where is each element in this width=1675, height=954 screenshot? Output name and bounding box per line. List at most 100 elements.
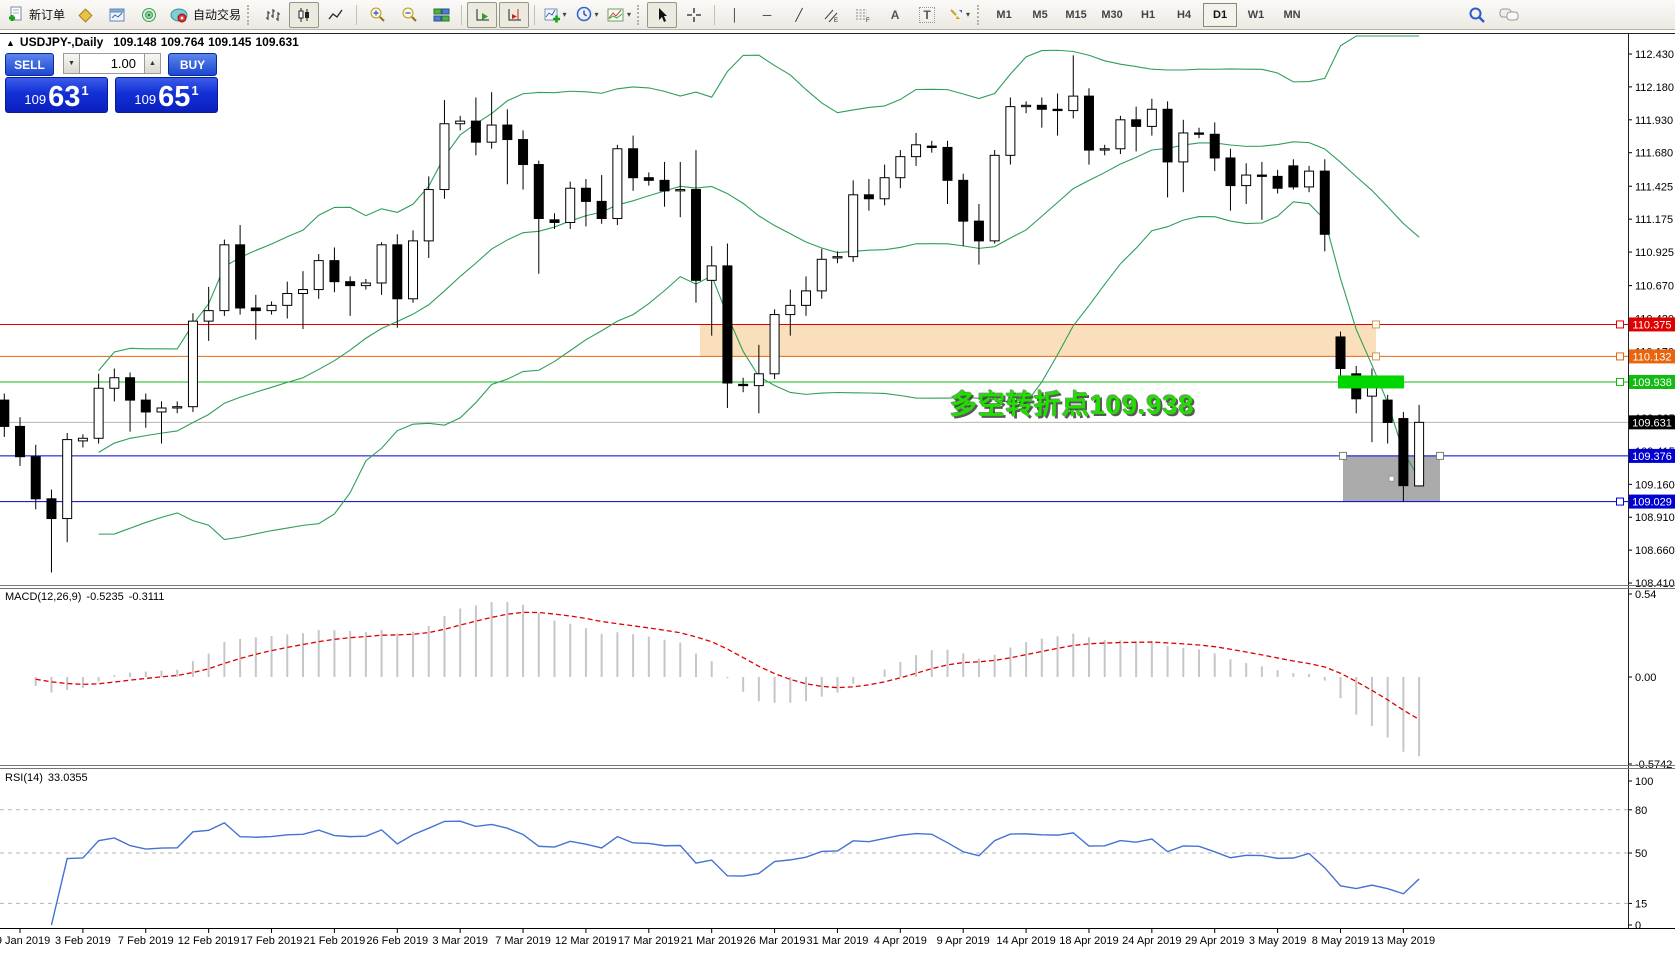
candle-body bbox=[109, 377, 120, 389]
candle-body bbox=[1178, 132, 1189, 163]
rsi-axis-label: 0 bbox=[1635, 920, 1641, 932]
close-value: 109.631 bbox=[255, 35, 299, 49]
macd-axis-label: 0.54 bbox=[1635, 589, 1656, 601]
price-tick-label: 108.410 bbox=[1635, 578, 1675, 590]
profiles-button[interactable] bbox=[70, 2, 100, 28]
selection-handle[interactable] bbox=[1616, 377, 1624, 386]
vertical-line-button[interactable]: │ bbox=[720, 2, 750, 28]
new-order-button[interactable]: 新订单 bbox=[5, 2, 68, 28]
indicators-button[interactable]: ▾ bbox=[540, 2, 570, 28]
selection-handle[interactable] bbox=[1372, 320, 1380, 329]
selection-handle[interactable] bbox=[1339, 451, 1347, 460]
date-tick-label: 26 Mar 2019 bbox=[744, 935, 806, 947]
channel-button[interactable]: E bbox=[816, 2, 846, 28]
selection-handle[interactable] bbox=[1616, 497, 1624, 506]
open-value: 109.148 bbox=[113, 35, 157, 49]
candle-body bbox=[172, 406, 183, 409]
trendline-button[interactable]: ╱ bbox=[784, 2, 814, 28]
text-label-button[interactable]: T bbox=[912, 2, 942, 28]
connection-icon bbox=[141, 8, 156, 22]
candle-body bbox=[470, 120, 481, 143]
candle-body bbox=[392, 244, 403, 300]
date-tick-label: 7 Feb 2019 bbox=[118, 935, 174, 947]
candle-body bbox=[1209, 133, 1220, 159]
sell-button[interactable]: SELL bbox=[5, 53, 54, 76]
zoom-in-button[interactable] bbox=[362, 2, 392, 28]
chart-shift-button[interactable] bbox=[499, 1, 530, 28]
horizontal-line-button[interactable]: ─ bbox=[752, 2, 782, 28]
data-feed-button[interactable] bbox=[134, 2, 164, 28]
timeframe-button-W1[interactable]: W1 bbox=[1247, 8, 1265, 21]
selection-handle[interactable] bbox=[1616, 352, 1624, 361]
periods-button[interactable]: ▾ bbox=[572, 2, 602, 28]
auto-trading-label: 自动交易 bbox=[193, 8, 242, 22]
zoom-out-icon bbox=[402, 7, 417, 22]
tile-windows-button[interactable] bbox=[426, 2, 456, 28]
selection-handle[interactable] bbox=[1436, 451, 1444, 460]
sell-price-tile[interactable]: 109 63 1 bbox=[5, 77, 108, 113]
cursor-button[interactable] bbox=[647, 1, 678, 28]
candle-body bbox=[1068, 95, 1079, 112]
bar-chart-button[interactable] bbox=[257, 2, 287, 28]
zoom-out-button[interactable] bbox=[394, 2, 424, 28]
price-line-label: 110.375 bbox=[1633, 319, 1672, 331]
one-click-collapse-icon[interactable]: ▲ bbox=[6, 38, 15, 48]
buy-button[interactable]: BUY bbox=[168, 53, 217, 76]
spin-up-icon: ▲ bbox=[149, 60, 156, 67]
chart-annotation-text[interactable]: 多空转折点109.938 bbox=[950, 390, 1195, 420]
text-button[interactable]: A bbox=[880, 2, 910, 28]
candle-body bbox=[408, 240, 419, 300]
sell-price-sup: 1 bbox=[81, 83, 89, 98]
candle-body bbox=[1083, 95, 1094, 151]
price-line-label-box bbox=[1629, 349, 1675, 364]
timeframe-button-M15[interactable]: M15 bbox=[1065, 8, 1087, 21]
low-value: 109.145 bbox=[208, 35, 252, 49]
selection-handle[interactable] bbox=[1388, 475, 1395, 482]
search-button[interactable] bbox=[1462, 2, 1492, 28]
volume-decrease-button[interactable]: ▼ bbox=[63, 53, 80, 74]
fibonacci-button[interactable]: F bbox=[848, 2, 878, 28]
resistance-zone-rect[interactable] bbox=[700, 324, 1376, 357]
community-chat-button[interactable] bbox=[1494, 2, 1524, 28]
auto-trading-button[interactable]: 自动交易 bbox=[166, 2, 244, 28]
new-order-icon bbox=[9, 6, 22, 21]
timeframe-button-MN[interactable]: MN bbox=[1283, 8, 1301, 21]
timeframe-button-H1[interactable]: H1 bbox=[1141, 8, 1156, 21]
date-tick-label: 21 Mar 2019 bbox=[681, 935, 743, 947]
chart-window-button[interactable] bbox=[102, 2, 132, 28]
line-chart-button[interactable] bbox=[321, 2, 351, 28]
selection-handle[interactable] bbox=[1616, 320, 1624, 329]
templates-button[interactable]: ▾ bbox=[604, 2, 634, 28]
dropdown-caret-icon: ▾ bbox=[562, 10, 567, 19]
ohlc-values: 109.148 109.764 109.145 109.631 bbox=[113, 35, 303, 49]
timeframe-button-H4[interactable]: H4 bbox=[1177, 8, 1192, 21]
buy-price-big: 65 bbox=[158, 81, 191, 113]
volume-input[interactable] bbox=[80, 53, 144, 74]
date-tick-label: 13 May 2019 bbox=[1372, 935, 1436, 947]
chat-bubbles-icon bbox=[1499, 8, 1519, 21]
selection-handle[interactable] bbox=[1372, 352, 1380, 361]
buy-price-tile[interactable]: 109 65 1 bbox=[115, 77, 218, 113]
candle-body bbox=[690, 189, 701, 281]
macd-label: MACD(12,26,9) -0.5235 -0.3111 bbox=[5, 591, 169, 603]
candlestick-chart-button[interactable] bbox=[289, 1, 320, 28]
date-tick-label: 3 Mar 2019 bbox=[432, 935, 488, 947]
timeframe-button-M5[interactable]: M5 bbox=[1032, 8, 1048, 21]
candle-body bbox=[1398, 418, 1409, 487]
volume-increase-button[interactable]: ▲ bbox=[144, 53, 161, 74]
timeframe-button-M1[interactable]: M1 bbox=[996, 8, 1012, 21]
auto-scroll-button[interactable] bbox=[467, 1, 498, 28]
time-axis: 29 Jan 2019 3 Feb 2019 7 Feb 2019 12 Feb 20… bbox=[0, 928, 1435, 947]
candle-body bbox=[973, 220, 984, 242]
buy-price-sup: 1 bbox=[191, 83, 199, 98]
crosshair-button[interactable] bbox=[679, 2, 709, 28]
timeframe-button-M30[interactable]: M30 bbox=[1101, 8, 1123, 21]
price-line-label: 110.132 bbox=[1633, 351, 1672, 363]
arrows-button[interactable]: ▾ bbox=[944, 2, 974, 28]
price-axis: 112.430 112.180 111.930 111.680 111.425 111.1… bbox=[1628, 49, 1675, 590]
horizontal-lines-layer bbox=[0, 323, 1628, 503]
pivot-level-bar[interactable] bbox=[1338, 375, 1404, 389]
timeframe-button-D1[interactable]: D1 bbox=[1203, 2, 1238, 27]
